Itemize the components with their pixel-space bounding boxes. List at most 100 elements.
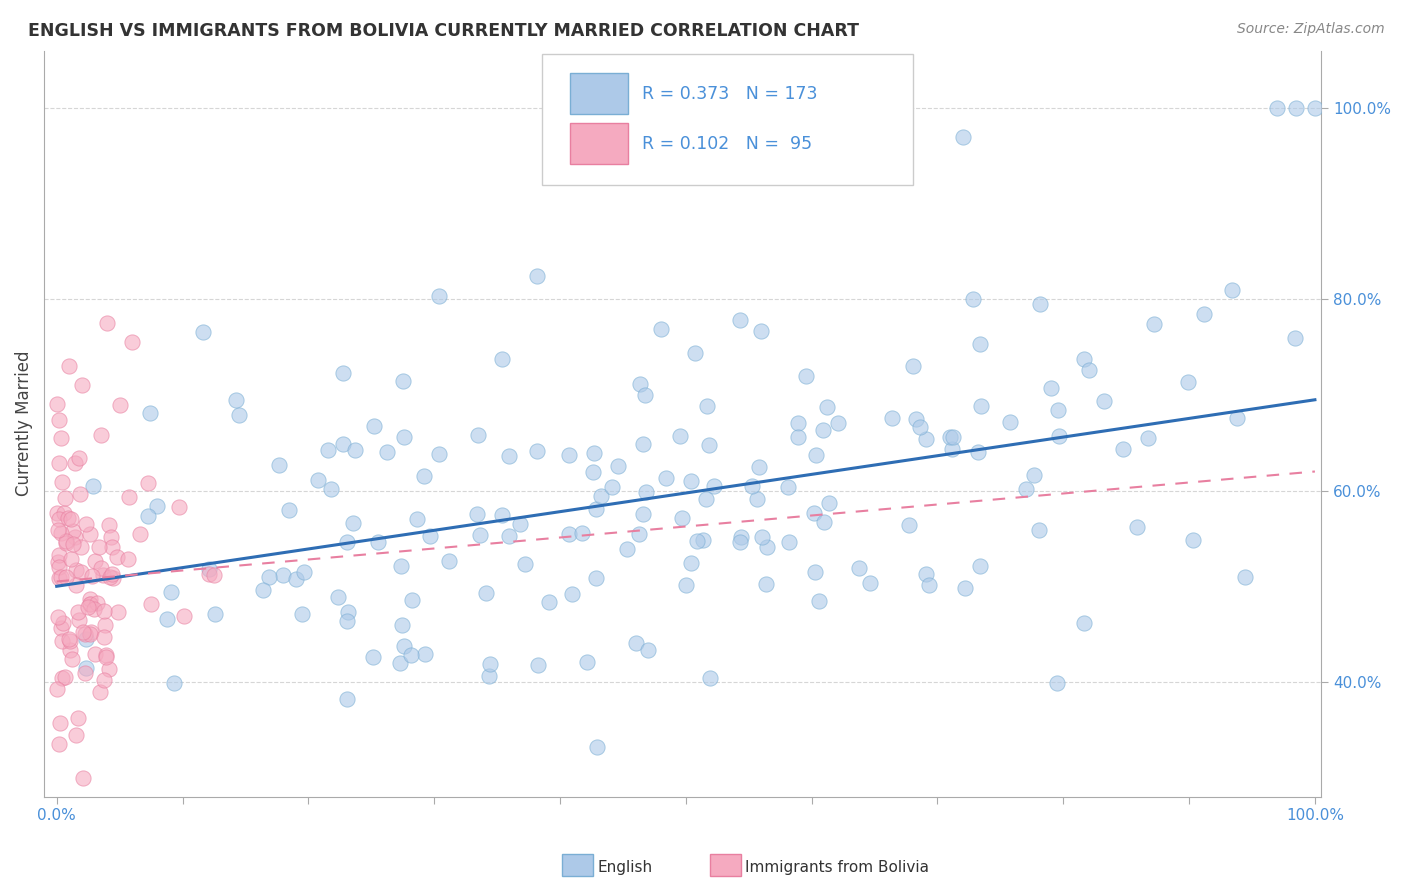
English bbox=[627, 526, 650, 541]
English bbox=[616, 542, 638, 557]
Immigrants from Bolivia bbox=[65, 530, 87, 544]
Immigrants from Bolivia bbox=[100, 530, 122, 544]
Immigrants from Bolivia bbox=[97, 517, 120, 532]
English bbox=[969, 337, 991, 351]
English bbox=[969, 558, 991, 573]
English bbox=[478, 669, 501, 683]
English bbox=[696, 399, 718, 413]
English bbox=[655, 471, 678, 485]
English bbox=[728, 535, 751, 549]
Immigrants from Bolivia bbox=[55, 570, 77, 584]
English bbox=[905, 411, 928, 425]
English bbox=[145, 499, 167, 513]
English bbox=[191, 325, 214, 339]
English bbox=[160, 585, 183, 599]
English bbox=[815, 401, 838, 415]
Immigrants from Bolivia bbox=[75, 516, 97, 531]
Immigrants from Bolivia bbox=[53, 491, 76, 506]
English bbox=[1112, 442, 1135, 457]
English bbox=[257, 569, 280, 583]
English bbox=[526, 268, 548, 283]
English bbox=[252, 582, 274, 597]
English bbox=[419, 529, 441, 543]
English bbox=[1285, 101, 1308, 115]
English bbox=[703, 479, 725, 493]
English bbox=[918, 578, 941, 592]
Immigrants from Bolivia bbox=[66, 605, 89, 619]
Immigrants from Bolivia bbox=[103, 571, 125, 585]
English bbox=[571, 525, 593, 540]
English bbox=[637, 642, 659, 657]
English bbox=[336, 535, 359, 549]
English bbox=[269, 458, 291, 472]
English bbox=[491, 508, 513, 522]
English bbox=[600, 480, 623, 494]
Immigrants from Bolivia bbox=[48, 512, 70, 526]
Immigrants from Bolivia bbox=[51, 616, 73, 631]
English bbox=[155, 612, 177, 626]
Immigrants from Bolivia bbox=[100, 570, 122, 584]
Immigrants from Bolivia bbox=[91, 567, 114, 582]
English bbox=[75, 661, 97, 675]
English bbox=[561, 587, 583, 601]
English bbox=[803, 506, 825, 520]
English bbox=[628, 377, 651, 392]
English bbox=[391, 618, 413, 632]
Immigrants from Bolivia bbox=[73, 666, 96, 681]
English bbox=[941, 442, 963, 456]
English bbox=[650, 321, 672, 335]
English bbox=[749, 324, 772, 338]
English bbox=[681, 556, 703, 570]
Immigrants from Bolivia bbox=[51, 671, 73, 685]
English bbox=[751, 530, 773, 544]
English bbox=[626, 636, 648, 650]
Immigrants from Bolivia bbox=[62, 524, 84, 538]
English bbox=[498, 529, 520, 543]
Immigrants from Bolivia bbox=[86, 596, 108, 610]
English bbox=[332, 436, 354, 450]
English bbox=[686, 533, 709, 548]
Immigrants from Bolivia bbox=[48, 457, 70, 471]
English bbox=[1137, 431, 1160, 445]
English bbox=[582, 446, 605, 460]
Immigrants from Bolivia bbox=[79, 627, 101, 641]
English bbox=[631, 507, 654, 521]
English bbox=[794, 369, 817, 384]
Immigrants from Bolivia bbox=[65, 728, 87, 742]
Immigrants from Bolivia bbox=[75, 626, 97, 640]
English bbox=[1073, 352, 1095, 367]
English bbox=[291, 607, 314, 621]
Immigrants from Bolivia bbox=[93, 604, 115, 618]
English bbox=[1226, 410, 1249, 425]
English bbox=[755, 540, 778, 554]
Immigrants from Bolivia bbox=[46, 523, 69, 537]
Immigrants from Bolivia bbox=[60, 652, 83, 666]
English bbox=[585, 571, 607, 585]
English bbox=[491, 352, 513, 367]
Immigrants from Bolivia bbox=[69, 566, 91, 580]
English bbox=[915, 433, 938, 447]
English bbox=[399, 648, 422, 662]
English bbox=[401, 592, 423, 607]
Immigrants from Bolivia bbox=[62, 537, 84, 551]
Immigrants from Bolivia bbox=[89, 540, 111, 554]
Y-axis label: Currently Married: Currently Married bbox=[15, 351, 32, 497]
English bbox=[363, 419, 385, 434]
English bbox=[1265, 101, 1288, 115]
Immigrants from Bolivia bbox=[48, 570, 70, 584]
Immigrants from Bolivia bbox=[94, 617, 117, 632]
Bar bbox=[571, 123, 627, 164]
English bbox=[803, 565, 825, 579]
English bbox=[342, 516, 364, 531]
English bbox=[576, 656, 599, 670]
Immigrants from Bolivia bbox=[107, 605, 129, 619]
Immigrants from Bolivia bbox=[67, 451, 90, 466]
English bbox=[413, 648, 436, 662]
Immigrants from Bolivia bbox=[79, 597, 101, 611]
English bbox=[285, 572, 308, 586]
Immigrants from Bolivia bbox=[46, 555, 69, 569]
Immigrants from Bolivia bbox=[59, 633, 82, 648]
English bbox=[825, 120, 848, 135]
English bbox=[136, 509, 159, 524]
English bbox=[526, 443, 548, 458]
